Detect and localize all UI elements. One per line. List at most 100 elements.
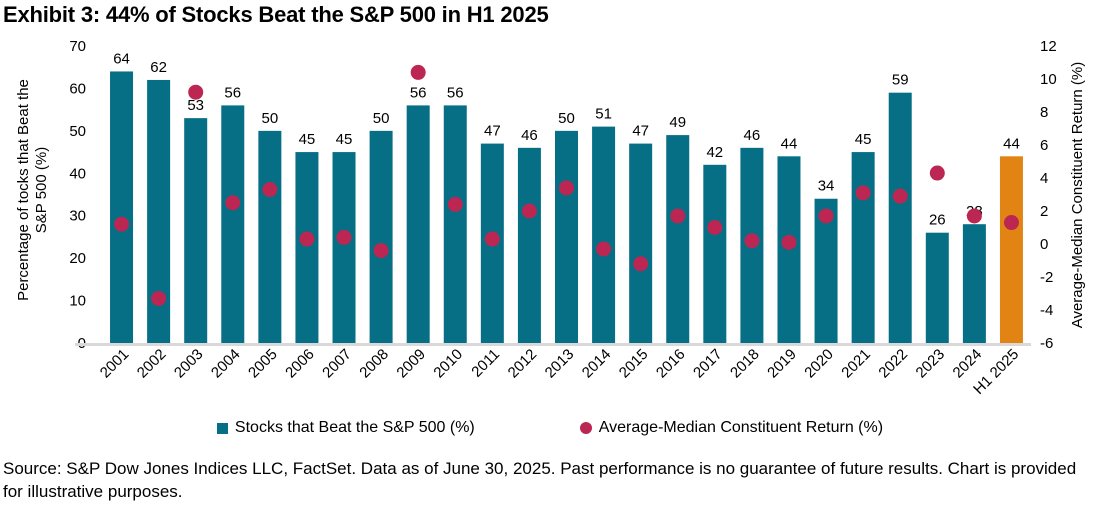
bar-2024 — [962, 224, 986, 343]
bar-2002 — [147, 79, 171, 343]
bar-value-label: 45 — [299, 131, 316, 148]
right-axis-tick-label: 4 — [1040, 170, 1048, 187]
bar-value-label: 42 — [706, 144, 723, 161]
dot-2023 — [929, 165, 945, 181]
bar-value-label: 62 — [150, 59, 167, 76]
dot-2007 — [336, 229, 352, 245]
bar-value-label: 46 — [744, 127, 761, 144]
x-tick-label: 2014 — [579, 346, 615, 382]
right-axis-tick-label: 8 — [1040, 104, 1048, 121]
x-tick-label: 2006 — [282, 346, 318, 382]
dot-2014 — [596, 241, 612, 257]
x-tick-label: 2021 — [838, 346, 874, 382]
right-axis-tick-label: 0 — [1040, 236, 1048, 253]
bar-value-label: 46 — [521, 127, 538, 144]
bar-2015 — [629, 143, 653, 343]
bar-series-swatch-icon — [216, 422, 228, 434]
x-tick-label: 2015 — [616, 346, 652, 382]
x-tick-label: 2022 — [875, 346, 911, 382]
x-tick-label: 2016 — [653, 346, 689, 382]
dot-2010 — [447, 196, 463, 212]
right-axis-title: Average-Median Constituent Return (%) — [1069, 62, 1086, 329]
right-axis-tick-label: -6 — [1040, 335, 1053, 352]
bar-2004 — [221, 105, 245, 344]
dot-2005 — [262, 182, 278, 198]
left-axis-tick-label: 70 — [69, 40, 86, 55]
dot-2008 — [373, 243, 389, 259]
bar-H1 2025 — [999, 156, 1023, 343]
bar-2006 — [295, 152, 319, 343]
source-note: Source: S&P Dow Jones Indices LLC, FactS… — [3, 459, 1077, 501]
chart-svg: 010203040506070-6-4-2024681012Percentage… — [15, 38, 1086, 398]
dot-2018 — [744, 233, 760, 249]
bar-2001 — [110, 71, 134, 343]
right-axis-tick-label: -4 — [1040, 302, 1053, 319]
left-axis-tick-label: 60 — [69, 80, 86, 97]
bar-value-label: 44 — [1003, 135, 1020, 152]
x-tick-label: 2008 — [356, 346, 392, 382]
dot-2016 — [670, 208, 686, 224]
bar-2003 — [184, 118, 208, 343]
dot-2022 — [892, 188, 908, 204]
bar-value-label: 47 — [484, 123, 501, 140]
dot-2011 — [484, 231, 500, 247]
x-tick-label: 2003 — [171, 346, 207, 382]
dot-2003 — [188, 84, 204, 100]
bar-2017 — [703, 164, 727, 343]
left-axis-tick-label: 20 — [69, 250, 86, 267]
bar-2005 — [258, 130, 282, 343]
bar-value-label: 56 — [410, 84, 427, 101]
dot-series-swatch-icon — [579, 422, 592, 434]
x-tick-label: 2010 — [430, 346, 466, 382]
x-tick-label: 2005 — [245, 346, 281, 382]
dot-2006 — [299, 231, 315, 247]
left-axis-title: Percentage of tocks that Beat theS&P 500… — [15, 79, 50, 301]
right-axis-tick-label: 10 — [1040, 71, 1057, 88]
chart-title: Exhibit 3: 44% of Stocks Beat the S&P 50… — [3, 2, 549, 27]
bar-value-label: 56 — [447, 84, 464, 101]
x-tick-label: 2017 — [690, 346, 726, 382]
bar-2021 — [851, 152, 875, 343]
bar-2010 — [443, 105, 467, 344]
dot-2017 — [707, 220, 723, 235]
bar-2020 — [814, 198, 838, 343]
right-axis-tick-label: -2 — [1040, 269, 1053, 286]
legend-label-bars: Stocks that Beat the S&P 500 (%) — [234, 419, 475, 436]
x-tick-label: 2007 — [319, 346, 355, 382]
left-axis-tick-label: 10 — [69, 293, 86, 310]
bar-value-label: 53 — [187, 97, 204, 114]
left-axis-tick-label: 50 — [69, 123, 86, 140]
bar-2016 — [666, 135, 690, 343]
bar-value-label: 50 — [373, 110, 390, 127]
bar-2013 — [555, 130, 578, 343]
legend-item-bars: Stocks that Beat the S&P 500 (%) — [216, 419, 475, 437]
legend: Stocks that Beat the S&P 500 (%) Average… — [0, 419, 1100, 437]
dot-2012 — [521, 203, 537, 219]
bar-2012 — [517, 147, 541, 343]
legend-label-dots: Average-Median Constituent Return (%) — [598, 419, 884, 436]
dot-2021 — [855, 185, 871, 201]
bar-value-label: 45 — [336, 131, 353, 148]
bar-value-label: 56 — [224, 84, 241, 101]
x-tick-label: 2012 — [505, 346, 541, 382]
x-tick-label: 2011 — [468, 346, 503, 381]
dot-2004 — [225, 195, 241, 211]
chart-area: 010203040506070-6-4-2024681012Percentage… — [0, 38, 1100, 412]
dot-2020 — [818, 208, 834, 224]
x-tick-label: 2001 — [97, 346, 133, 382]
bar-value-label: 51 — [595, 106, 612, 123]
right-axis-tick-label: 6 — [1040, 137, 1048, 154]
dot-2019 — [781, 234, 797, 250]
bar-value-label: 50 — [262, 110, 279, 127]
bar-value-label: 34 — [818, 178, 835, 195]
bar-value-label: 47 — [632, 123, 649, 140]
dot-2024 — [966, 208, 982, 224]
dot-2001 — [114, 216, 130, 232]
dot-H1 2025 — [1003, 215, 1019, 231]
x-tick-label: 2023 — [913, 346, 949, 382]
x-tick-label: 2002 — [134, 346, 170, 382]
bar-value-label: 64 — [113, 50, 130, 67]
x-tick-label: 2020 — [801, 346, 837, 382]
legend-item-dots: Average-Median Constituent Return (%) — [579, 419, 884, 437]
